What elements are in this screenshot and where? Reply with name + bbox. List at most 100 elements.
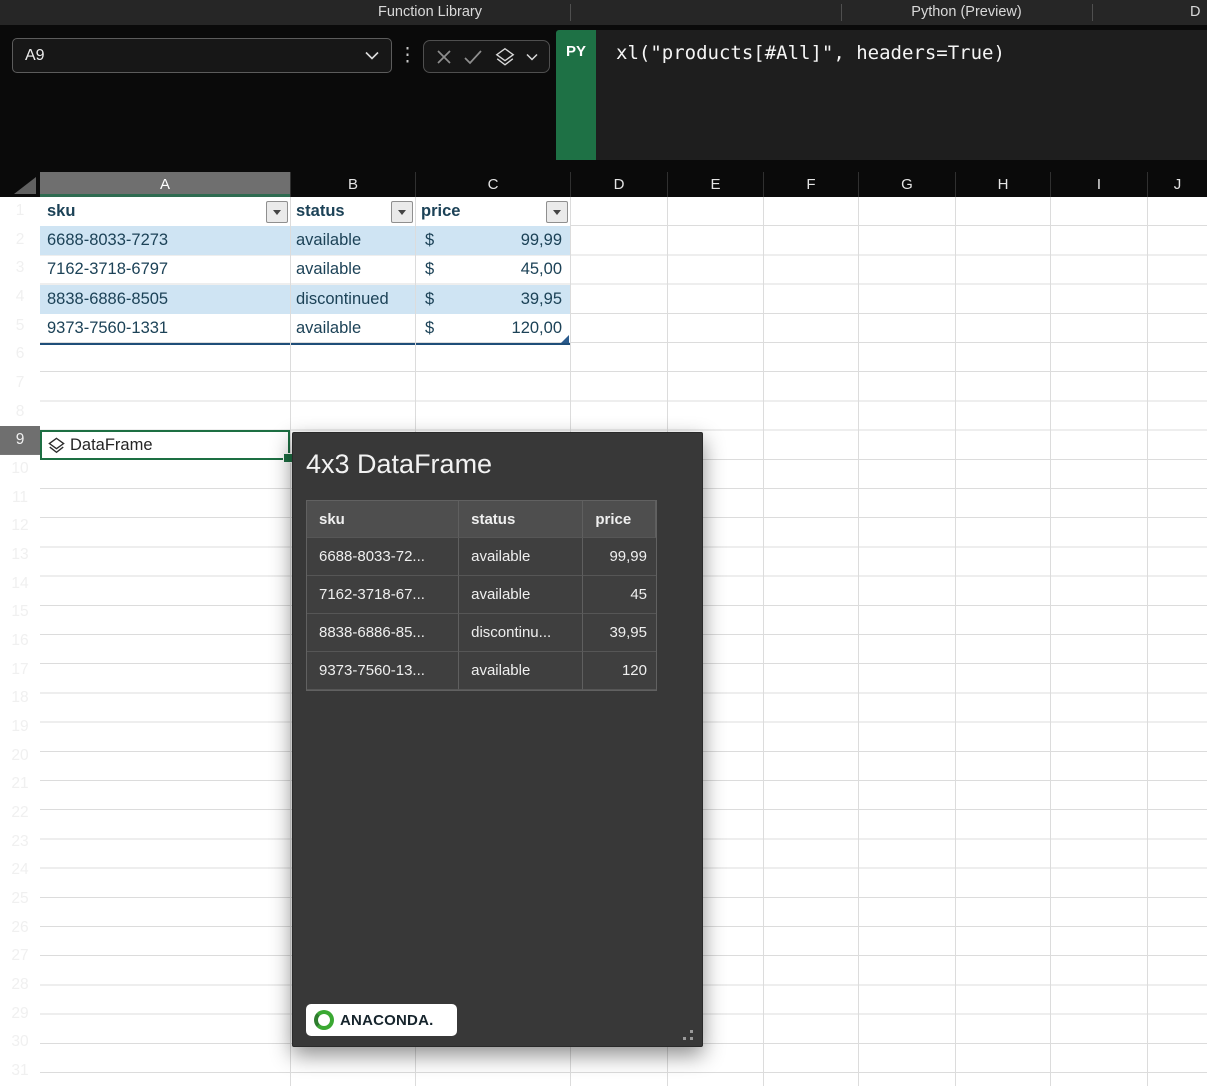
ribbon-separator	[1092, 4, 1093, 21]
active-cell-a9[interactable]: DataFrame	[40, 430, 293, 463]
row-header[interactable]: 21	[0, 770, 40, 800]
row-header[interactable]: 7	[0, 369, 40, 398]
ribbon-separator	[841, 4, 842, 21]
dataframe-card-row: 9373-7560-13... available 120	[307, 652, 656, 690]
row-header[interactable]: 23	[0, 828, 40, 857]
card-cell-sku: 9373-7560-13...	[307, 652, 460, 690]
more-options-icon[interactable]: ⋮	[398, 45, 417, 66]
enter-check-icon[interactable]	[463, 49, 483, 65]
card-cell-status: available	[459, 576, 584, 614]
row-header[interactable]: 26	[0, 914, 40, 943]
dataframe-card-row: 8838-6886-85... discontinu... 39,95	[307, 614, 656, 652]
card-cell-status: available	[459, 538, 584, 576]
row-header[interactable]: 16	[0, 627, 40, 656]
row-header[interactable]: 19	[0, 713, 40, 742]
ribbon-group-python-preview: Python (Preview)	[911, 4, 1022, 20]
gridline	[858, 197, 859, 1086]
cell-sku[interactable]: 8838-6886-8505	[47, 289, 169, 308]
card-cell-sku: 6688-8033-72...	[307, 538, 460, 576]
column-header[interactable]: H	[955, 172, 1050, 197]
formula-input[interactable]: xl("products[#All]", headers=True)	[596, 30, 1207, 160]
cell-sku[interactable]: 9373-7560-1331	[47, 318, 169, 337]
filter-dropdown-button[interactable]	[546, 201, 568, 223]
column-header[interactable]: A	[40, 172, 290, 197]
row-header[interactable]: 10	[0, 455, 40, 484]
price-value: 99,99	[520, 231, 562, 250]
column-header[interactable]: C	[415, 172, 570, 197]
row-header[interactable]: 27	[0, 942, 40, 972]
card-resize-handle[interactable]	[690, 1030, 693, 1033]
anaconda-brand-text: ANACONDA.	[340, 1011, 434, 1029]
row-header[interactable]: 15	[0, 598, 40, 628]
cell-price[interactable]: $ 39,95	[415, 285, 570, 314]
row-header[interactable]: 24	[0, 856, 40, 886]
anaconda-brand-pill[interactable]: ANACONDA.	[306, 1004, 457, 1036]
ribbon-separator	[570, 4, 571, 21]
column-title-sku: sku	[47, 202, 76, 220]
cell-status[interactable]: available	[296, 260, 362, 279]
name-box-value: A9	[25, 46, 45, 64]
column-header[interactable]: I	[1050, 172, 1147, 197]
row-header[interactable]: 4	[0, 283, 40, 312]
column-header[interactable]: F	[763, 172, 858, 197]
filter-dropdown-button[interactable]	[391, 201, 413, 223]
row-header[interactable]: 6	[0, 340, 40, 370]
cell-price[interactable]: $ 120,00	[415, 314, 570, 343]
select-all-button[interactable]	[0, 172, 40, 197]
column-header[interactable]: J	[1147, 172, 1207, 197]
cell-status[interactable]: discontinued	[296, 289, 389, 308]
table-resize-handle[interactable]	[561, 335, 569, 343]
chevron-down-icon[interactable]	[526, 53, 538, 61]
dataframe-preview-card: 4x3 DataFrame sku status price 6688-8033-7…	[292, 432, 703, 1047]
row-header[interactable]: 31	[0, 1057, 40, 1086]
cell-price[interactable]: $ 45,00	[415, 255, 570, 284]
column-header[interactable]: G	[858, 172, 955, 197]
row-header[interactable]: 9	[0, 426, 40, 456]
row-header[interactable]: 14	[0, 570, 40, 599]
row-header[interactable]: 13	[0, 541, 40, 570]
dataframe-card-table: sku status price 6688-8033-72... available…	[306, 500, 657, 691]
products-table-header-row: sku status price	[40, 197, 570, 227]
cell-sku[interactable]: 6688-8033-7273	[47, 231, 169, 250]
table-row[interactable]: 9373-7560-1331 available $ 120,00	[40, 314, 570, 343]
dataframe-card-row: 7162-3718-67... available 45	[307, 576, 656, 614]
row-header[interactable]: 20	[0, 742, 40, 771]
row-header[interactable]: 8	[0, 398, 40, 427]
row-header[interactable]: 5	[0, 312, 40, 341]
row-header[interactable]: 18	[0, 684, 40, 714]
active-cell-value: DataFrame	[70, 435, 153, 454]
cell-price[interactable]: $ 99,99	[415, 226, 570, 255]
table-bottom-border	[40, 343, 570, 345]
cell-sku[interactable]: 7162-3718-6797	[47, 260, 169, 279]
row-header[interactable]: 11	[0, 484, 40, 513]
card-cell-price: 39,95	[583, 614, 656, 652]
row-header[interactable]: 28	[0, 971, 40, 1000]
row-header[interactable]: 12	[0, 512, 40, 542]
row-header[interactable]: 29	[0, 1000, 40, 1029]
table-row[interactable]: 8838-6886-8505 discontinued $ 39,95	[40, 284, 570, 314]
table-row[interactable]: 6688-8033-7273 available $ 99,99	[40, 226, 570, 256]
row-header[interactable]: 2	[0, 226, 40, 255]
cell-status[interactable]: available	[296, 231, 362, 250]
row-header[interactable]: 25	[0, 885, 40, 914]
row-header[interactable]: 17	[0, 656, 40, 685]
row-header[interactable]: 3	[0, 254, 40, 284]
data-type-stacked-diamonds-icon[interactable]	[494, 46, 516, 68]
table-row[interactable]: 7162-3718-6797 available $ 45,00	[40, 255, 570, 284]
row-header[interactable]: 22	[0, 799, 40, 828]
anaconda-ring-logo-icon	[314, 1010, 334, 1030]
column-header[interactable]: D	[570, 172, 667, 197]
name-box[interactable]: A9	[12, 38, 392, 73]
column-header[interactable]: B	[290, 172, 415, 197]
filter-dropdown-button[interactable]	[266, 201, 288, 223]
chevron-down-icon[interactable]	[365, 51, 379, 60]
row-header[interactable]: 30	[0, 1028, 40, 1058]
cancel-icon[interactable]	[435, 48, 453, 66]
dataframe-stacked-diamonds-icon	[47, 436, 66, 455]
card-cell-sku: 8838-6886-85...	[307, 614, 460, 652]
row-header[interactable]: 1	[0, 197, 40, 226]
ribbon-group-function-library: Function Library	[378, 4, 482, 20]
dataframe-card-row: 6688-8033-72... available 99,99	[307, 538, 656, 576]
column-header[interactable]: E	[667, 172, 763, 197]
cell-status[interactable]: available	[296, 318, 362, 337]
